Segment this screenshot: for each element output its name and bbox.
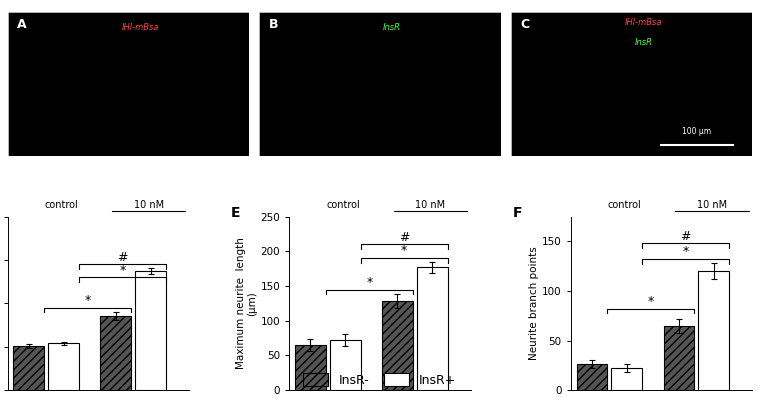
Text: control: control [45, 200, 78, 210]
Text: *: * [648, 295, 654, 308]
Bar [577, 364, 607, 390]
Text: InsR: InsR [383, 23, 401, 33]
Text: #: # [399, 230, 410, 244]
Y-axis label: Neurite branch points: Neurite branch points [529, 246, 539, 360]
Bar [295, 345, 326, 390]
Bar [48, 343, 79, 390]
Text: 10 nM: 10 nM [697, 200, 727, 210]
Text: 10 nM: 10 nM [134, 200, 163, 210]
Bar [135, 271, 166, 390]
Text: IHl-mBsa: IHl-mBsa [122, 23, 160, 33]
Bar [663, 326, 695, 390]
Text: #: # [680, 230, 691, 243]
Legend: InsR-, InsR+: InsR-, InsR+ [299, 368, 461, 392]
Bar [416, 267, 448, 390]
Text: *: * [84, 294, 91, 307]
Text: A: A [17, 18, 27, 31]
Text: control: control [326, 200, 360, 210]
Text: *: * [401, 244, 407, 258]
Bar [611, 368, 642, 390]
Bar [698, 271, 729, 390]
Bar [330, 340, 361, 390]
Text: *: * [682, 246, 689, 258]
Text: 10 nM: 10 nM [415, 200, 445, 210]
Y-axis label: Maximum neurite  length
(μm): Maximum neurite length (μm) [236, 238, 258, 369]
Text: *: * [366, 276, 372, 289]
Bar [100, 316, 131, 390]
Text: E: E [231, 206, 241, 220]
Text: #: # [117, 250, 128, 263]
Bar [14, 346, 44, 390]
Text: control: control [608, 200, 641, 210]
Text: 100 μm: 100 μm [682, 127, 711, 136]
Text: InsR: InsR [635, 38, 653, 47]
Text: *: * [119, 263, 125, 277]
Text: IHl-mBsa: IHl-mBsa [625, 18, 662, 27]
Text: B: B [269, 18, 278, 31]
Text: C: C [521, 18, 530, 31]
Text: F: F [512, 206, 522, 220]
Bar [382, 301, 413, 390]
